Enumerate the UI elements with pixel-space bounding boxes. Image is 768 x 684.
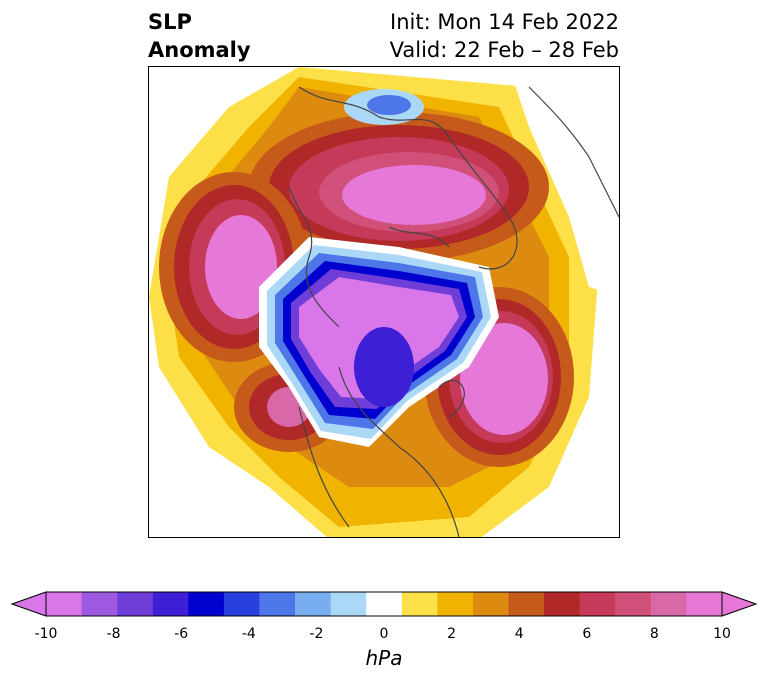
colorbar-outline-min	[10, 591, 47, 617]
polar-map	[149, 67, 619, 537]
colorbar-cell	[650, 592, 687, 616]
map-dates: Init: Mon 14 Feb 2022 Valid: 22 Feb – 28…	[390, 8, 619, 64]
colorbar-tick-label: -6	[174, 626, 189, 642]
colorbar-tick-label: 8	[649, 626, 659, 642]
colorbar-cell	[686, 592, 723, 616]
colorbar-extend-max	[722, 592, 756, 616]
colorbar-cell	[366, 592, 403, 616]
colorbar-tick-label: 10	[713, 626, 731, 642]
colorbar-cell	[544, 592, 581, 616]
colorbar-cell	[223, 592, 260, 616]
colorbar-cell	[188, 592, 225, 616]
colorbar-cell	[401, 592, 438, 616]
coastlines	[288, 86, 619, 537]
colorbar-tick-label: -2	[309, 626, 324, 642]
init-date: Init: Mon 14 Feb 2022	[390, 10, 619, 34]
colorbar	[10, 591, 758, 617]
atlantic-high-peak	[460, 323, 548, 435]
colorbar-cell	[295, 592, 332, 616]
colorbar-cell	[472, 592, 510, 616]
colorbar-cell	[259, 592, 296, 616]
white-upper-right	[509, 67, 619, 297]
arctic-low-inner-blue	[354, 327, 414, 407]
colorbar-cell	[437, 592, 474, 616]
colorbar-units: hPa	[365, 646, 403, 670]
map-panel	[148, 66, 620, 538]
colorbar-cell	[330, 592, 367, 616]
minor-low-north-core	[367, 95, 411, 115]
colorbar-tick-label: -8	[106, 626, 121, 642]
map-title: SLP Anomaly	[148, 8, 251, 64]
colorbar-tick-label: -4	[241, 626, 256, 642]
colorbar-cell	[579, 592, 616, 616]
colorbar-cell	[152, 592, 189, 616]
colorbar-tick-label: 2	[447, 626, 457, 642]
colorbar-cell	[615, 592, 652, 616]
colorbar-tick-label: 6	[582, 626, 592, 642]
colorbar-cell	[81, 592, 118, 616]
eurasia-high-peak	[342, 165, 486, 225]
colorbar-cell	[46, 592, 83, 616]
colorbar-tick-label: 4	[514, 626, 524, 642]
colorbar-cell	[508, 592, 545, 616]
colorbar-extend-min	[12, 592, 46, 616]
title-line-2: Anomaly	[148, 38, 251, 62]
colorbar-cell	[117, 592, 154, 616]
title-line-1: SLP	[148, 10, 192, 34]
colorbar-tick-label: 0	[379, 626, 389, 642]
colorbar-outline-max	[721, 591, 758, 617]
valid-date: Valid: 22 Feb – 28 Feb	[389, 38, 619, 62]
colorbar-tick-label: -10	[34, 626, 58, 642]
